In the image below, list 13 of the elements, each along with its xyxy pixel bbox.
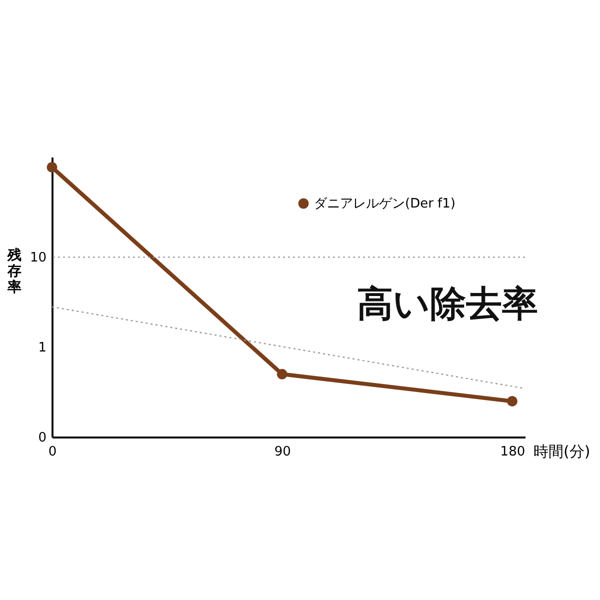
y-axis-title: 残存率 <box>6 248 22 296</box>
y-tick-label: 0 <box>38 430 46 446</box>
x-axis-title: 時間(分) <box>534 442 590 460</box>
x-tick-label: 0 <box>48 444 57 460</box>
y-tick-label: 10 <box>30 250 46 266</box>
x-tick-label: 90 <box>274 444 291 460</box>
point <box>506 396 518 406</box>
point <box>276 368 288 380</box>
y-tick-label: 1 <box>38 340 46 356</box>
legend-label: ダニアレルゲン(Der f1) <box>314 196 456 212</box>
x-tick-label: 180 <box>500 444 526 460</box>
point <box>46 162 58 172</box>
annotation: 高い除去率 <box>357 284 538 325</box>
